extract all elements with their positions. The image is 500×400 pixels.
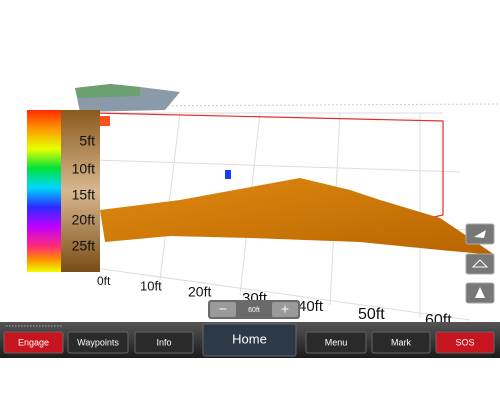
bar-button-label: Menu — [325, 337, 348, 347]
bar-button[interactable] — [435, 331, 495, 354]
zoom-out-button[interactable] — [210, 302, 236, 317]
bar-button-label: SOS — [455, 337, 474, 347]
bar-button-label: Home — [232, 331, 267, 346]
horizon — [119, 103, 500, 107]
bar-button[interactable] — [371, 331, 431, 354]
icon — [471, 259, 489, 268]
zoom-in-label: + — [281, 301, 289, 317]
icon — [475, 287, 485, 298]
distance-label: 20ft — [188, 284, 211, 300]
icon — [474, 230, 486, 238]
color-scale — [27, 110, 61, 272]
depth-scale — [61, 110, 100, 272]
bar-button[interactable] — [67, 331, 129, 354]
zoom-out-label: − — [219, 301, 227, 317]
view-button[interactable] — [465, 253, 495, 275]
zoom-range: 60ft — [248, 307, 260, 314]
distance-label: 0ft — [97, 274, 111, 288]
bar-button[interactable] — [202, 323, 297, 357]
depth-label: 10ft — [72, 161, 95, 177]
bar-button-label: Mark — [391, 337, 411, 347]
distance-label: 40ft — [298, 298, 324, 315]
bar-button[interactable] — [134, 331, 194, 354]
distance-label: 10ft — [140, 278, 162, 293]
depth-label: 15ft — [72, 187, 95, 203]
bar-button-label: Engage — [18, 337, 49, 347]
boat-top — [75, 84, 140, 98]
bar-button-label: Info — [156, 337, 171, 347]
seabed — [100, 178, 495, 255]
distance-label: 50ft — [358, 306, 385, 323]
bar-button[interactable] — [305, 331, 367, 354]
depth-label: 5ft — [79, 133, 95, 149]
fish-target — [225, 170, 231, 179]
depth-label: 20ft — [72, 212, 95, 228]
bar-button-label: Waypoints — [77, 337, 119, 347]
zoom-in-button[interactable] — [272, 302, 298, 317]
bar-button[interactable] — [3, 331, 64, 354]
depth-label: 25ft — [72, 238, 95, 254]
